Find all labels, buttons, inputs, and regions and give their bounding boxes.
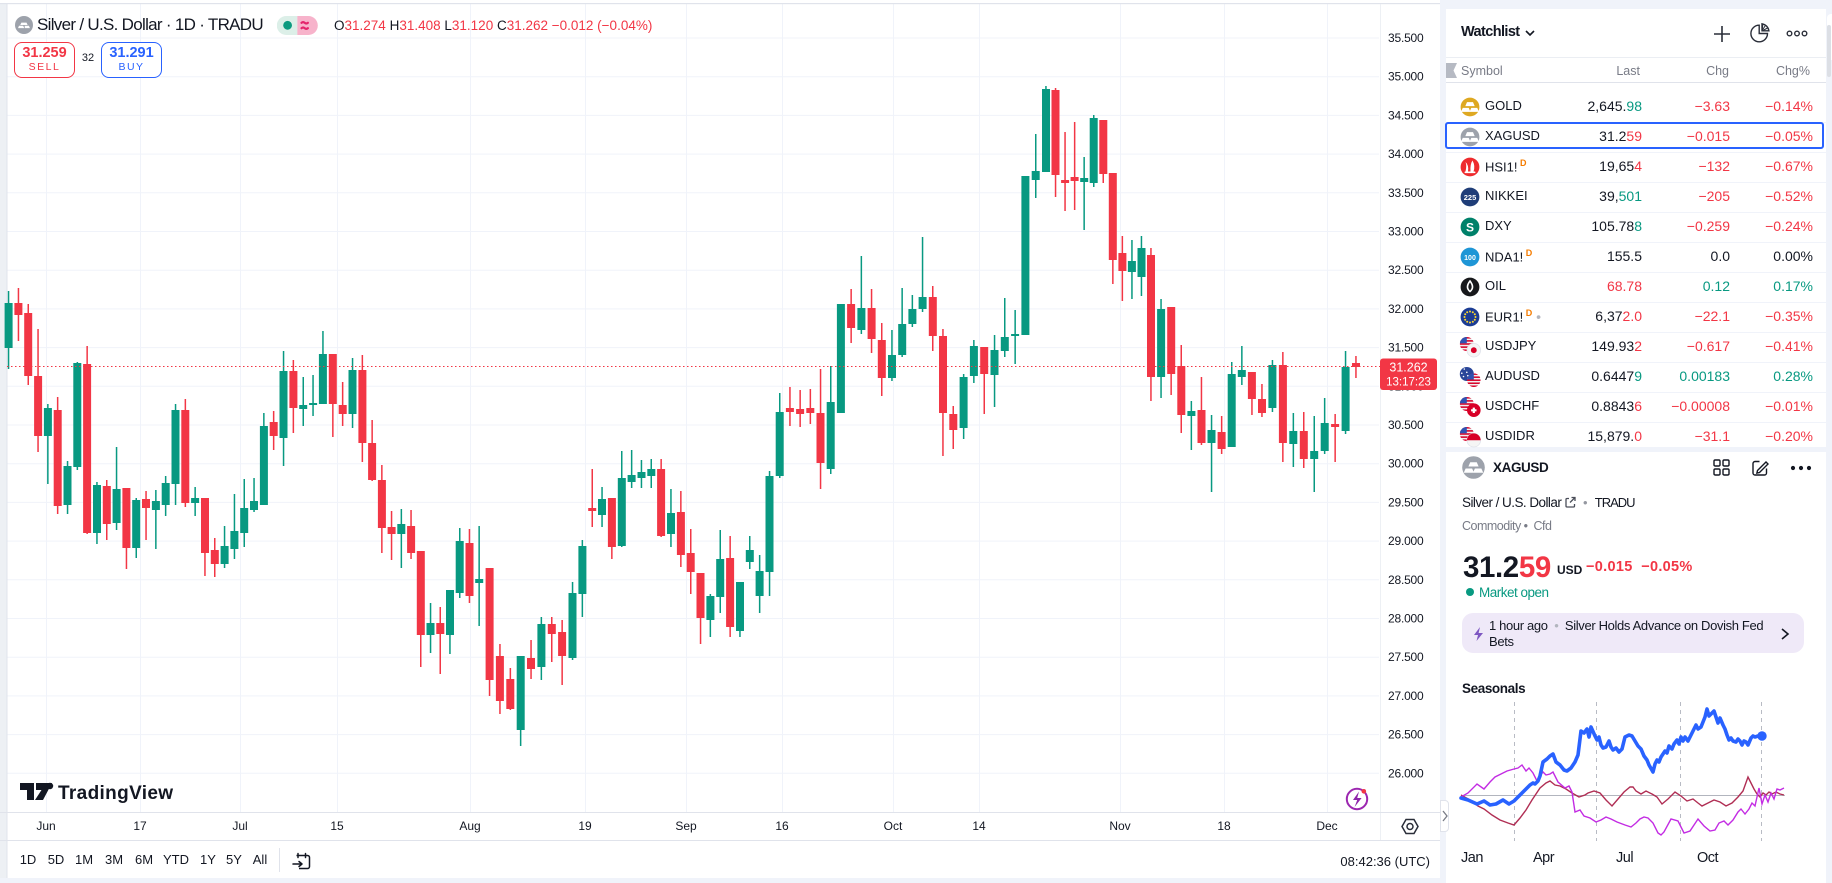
svg-text:Dec: Dec <box>1316 819 1337 833</box>
svg-text:Jan: Jan <box>1461 850 1483 866</box>
svg-text:Apr: Apr <box>1533 850 1555 866</box>
svg-text:27.500: 27.500 <box>1388 650 1424 664</box>
svg-text:33.500: 33.500 <box>1388 186 1424 200</box>
svg-text:34.500: 34.500 <box>1388 108 1424 122</box>
svg-text:17: 17 <box>133 819 147 833</box>
svg-text:Oct: Oct <box>884 819 903 833</box>
svg-text:32.000: 32.000 <box>1388 302 1424 316</box>
svg-text:30.000: 30.000 <box>1388 457 1424 471</box>
svg-text:27.000: 27.000 <box>1388 689 1424 703</box>
svg-text:100: 100 <box>1464 255 1476 262</box>
svg-text:Nov: Nov <box>1109 819 1130 833</box>
svg-text:30.500: 30.500 <box>1388 418 1424 432</box>
svg-text:Oct: Oct <box>1697 850 1719 866</box>
svg-text:Aug: Aug <box>459 819 480 833</box>
svg-text:Jul: Jul <box>232 819 247 833</box>
svg-text:31.500: 31.500 <box>1388 341 1424 355</box>
svg-text:31.262: 31.262 <box>1389 361 1427 375</box>
svg-text:TradingView: TradingView <box>58 783 173 804</box>
svg-text:28.500: 28.500 <box>1388 573 1424 587</box>
svg-text:35.000: 35.000 <box>1388 70 1424 84</box>
svg-text:Jul: Jul <box>1616 850 1633 866</box>
svg-text:33.000: 33.000 <box>1388 225 1424 239</box>
svg-text:26.500: 26.500 <box>1388 728 1424 742</box>
svg-text:32.500: 32.500 <box>1388 263 1424 277</box>
svg-text:18: 18 <box>1217 819 1231 833</box>
svg-text:29.500: 29.500 <box>1388 495 1424 509</box>
svg-text:28.000: 28.000 <box>1388 612 1424 626</box>
svg-text:13:17:23: 13:17:23 <box>1386 377 1431 389</box>
svg-text:14: 14 <box>972 819 986 833</box>
svg-text:S: S <box>1466 221 1474 235</box>
svg-text:19: 19 <box>578 819 592 833</box>
svg-text:16: 16 <box>775 819 789 833</box>
svg-text:29.000: 29.000 <box>1388 534 1424 548</box>
svg-text:15: 15 <box>330 819 344 833</box>
svg-text:26.000: 26.000 <box>1388 766 1424 780</box>
svg-text:Sep: Sep <box>675 819 697 833</box>
svg-text:225: 225 <box>1464 193 1477 202</box>
svg-text:Jun: Jun <box>36 819 55 833</box>
svg-text:34.000: 34.000 <box>1388 147 1424 161</box>
svg-text:35.500: 35.500 <box>1388 31 1424 45</box>
